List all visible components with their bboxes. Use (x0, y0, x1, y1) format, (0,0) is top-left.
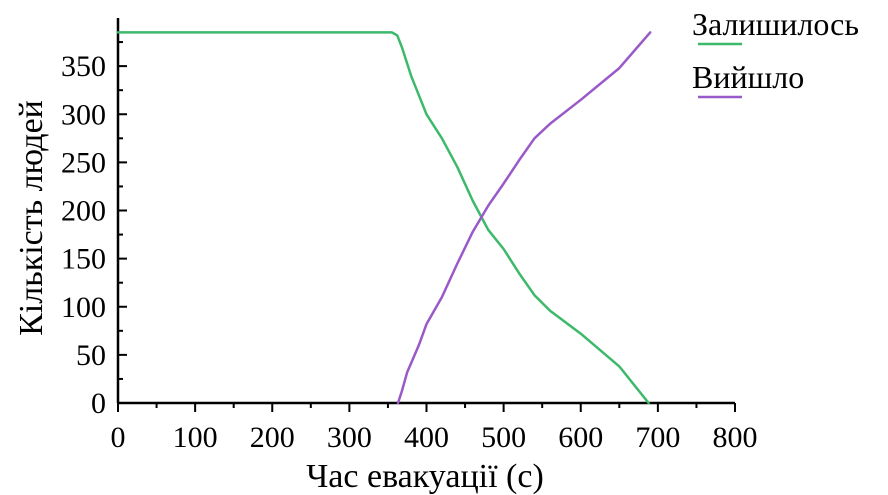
legend-label-2: Вийшло (692, 59, 804, 95)
series-lines (116, 31, 652, 405)
legend: Залишилось Вийшло (692, 6, 859, 99)
series-line-1 (116, 31, 650, 405)
x-tick-label: 700 (635, 421, 680, 454)
x-tick-label: 200 (250, 421, 295, 454)
y-tick-label: 350 (61, 50, 106, 83)
x-tick-label: 0 (111, 421, 126, 454)
y-tick-label: 250 (61, 146, 106, 179)
x-tick-label: 100 (173, 421, 218, 454)
y-tick-label: 100 (61, 291, 106, 324)
y-axis-label: Кількість людей (13, 100, 50, 336)
tick-marks (117, 41, 736, 412)
y-tick-label: 200 (61, 195, 106, 228)
y-tick-label: 300 (61, 98, 106, 131)
x-axis-label: Час евакуації (с) (306, 458, 544, 495)
x-tick-label: 400 (404, 421, 449, 454)
y-tick-label: 150 (61, 243, 106, 276)
x-tick-label: 800 (713, 421, 758, 454)
tick-labels: 0 100 200 300 400 500 600 700 800 0 50 100 150 200 250… (61, 50, 758, 454)
axes (116, 18, 735, 405)
y-tick-label: 0 (91, 387, 106, 420)
legend-label-1: Залишилось (692, 6, 859, 42)
x-tick-label: 300 (327, 421, 372, 454)
y-tick-label: 50 (76, 339, 106, 372)
series-line-2 (396, 31, 652, 405)
x-tick-label: 500 (481, 421, 526, 454)
x-tick-label: 600 (558, 421, 603, 454)
